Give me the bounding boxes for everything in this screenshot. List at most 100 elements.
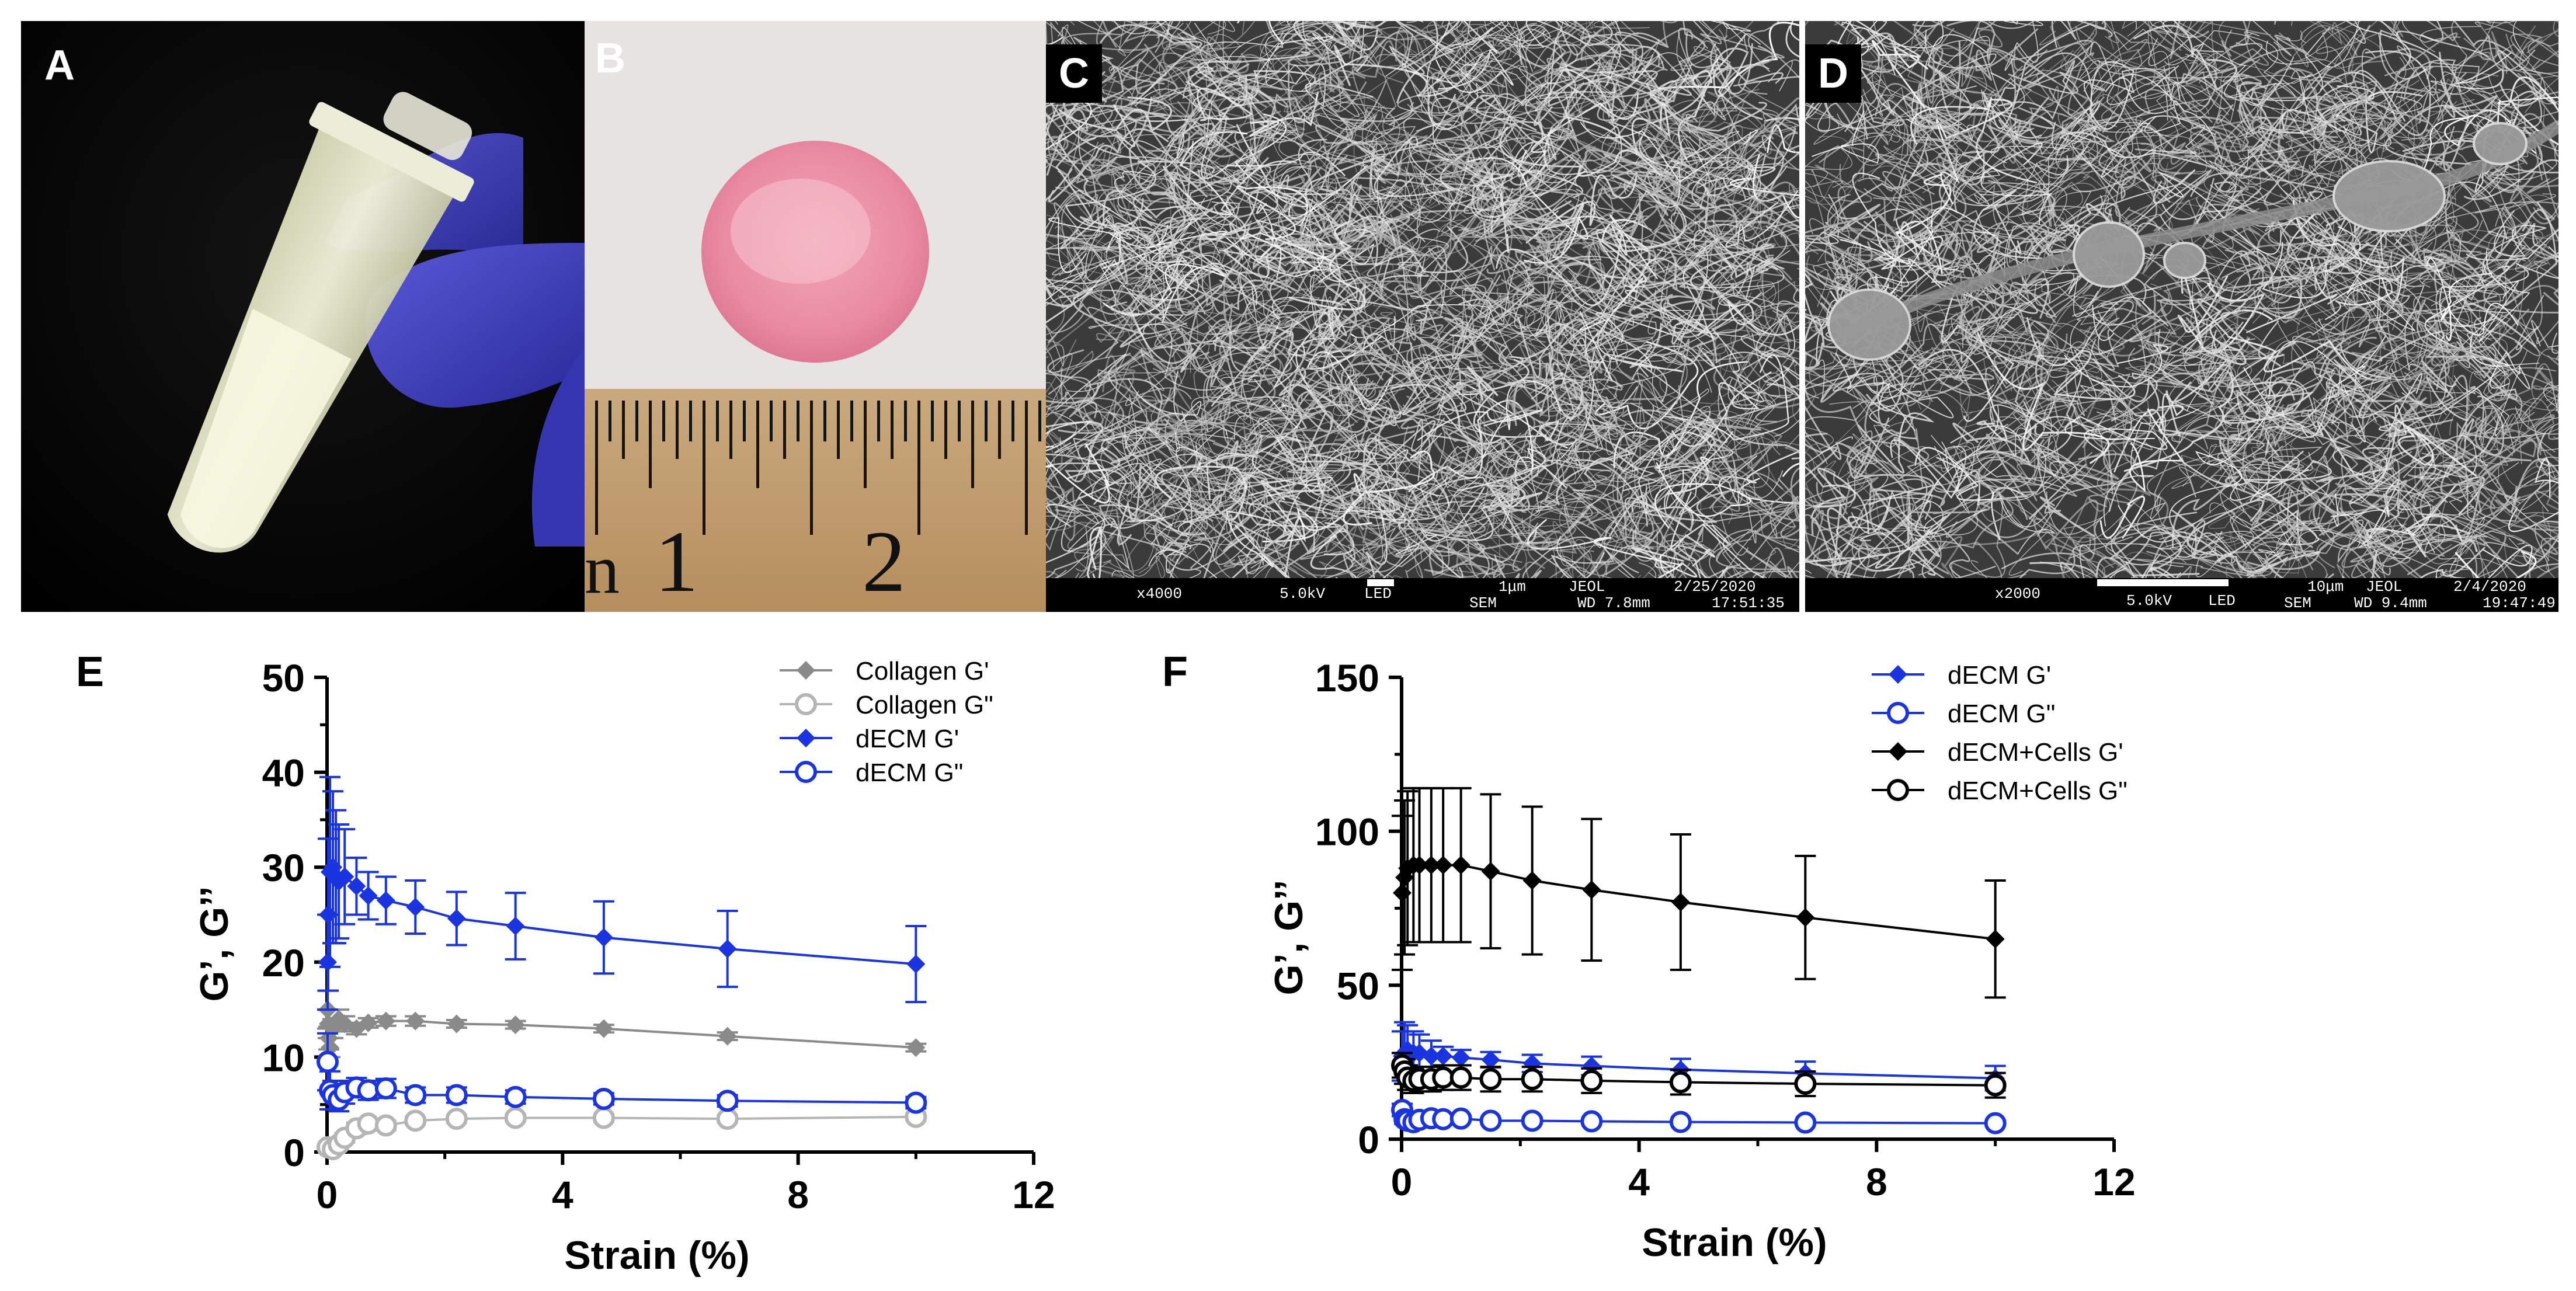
ruler-tick: [729, 401, 732, 459]
sem-magnification: x2000: [1995, 585, 2041, 603]
data-point: [347, 876, 366, 896]
y-tick-label: 100: [1315, 810, 1379, 854]
data-point: [1984, 1112, 2007, 1135]
ruler-tick: [783, 401, 786, 459]
ruler-tick: [703, 401, 705, 535]
sem-maker: JEOL: [1569, 578, 1605, 596]
sem-fiber-image-c: [1046, 21, 1799, 612]
ruler-prefix: n: [585, 530, 620, 608]
data-point: [594, 1019, 613, 1038]
y-tick-label: 0: [283, 1131, 305, 1174]
panel-b-photo: n 1 2 B: [585, 21, 1046, 612]
sem-working-distance: WD 7.8mm: [1577, 594, 1650, 612]
data-point: [1434, 1046, 1453, 1066]
y-tick-label: 0: [1358, 1118, 1379, 1161]
ruler-number-2: 2: [862, 513, 906, 610]
sem-maker: JEOL: [2366, 578, 2403, 596]
data-point: [716, 1108, 739, 1130]
series-3: [317, 1032, 927, 1114]
sem-voltage: 5.0kV: [1280, 585, 1326, 603]
legend-label: dECM G': [1948, 661, 2051, 690]
data-point: [317, 1050, 339, 1073]
series-2: [1392, 787, 2006, 999]
panel-c-sem: C x4000 5.0kV LED 1μm JEOL 2/25/2020 SEM…: [1046, 21, 1799, 612]
data-point: [445, 1108, 468, 1130]
legend-marker: [797, 729, 815, 747]
panel-d-sem: D x2000 5.0kV LED 10μm JEOL 2/4/2020 SEM…: [1805, 21, 2558, 612]
sem-scale-bar: [1367, 579, 1394, 586]
panel-label-f: F: [1162, 649, 1188, 695]
ruler-tick: [958, 401, 961, 441]
sem-info-bar-d: x2000 5.0kV LED 10μm JEOL 2/4/2020 SEM W…: [1805, 578, 2558, 612]
data-point: [504, 1106, 527, 1129]
data-point: [1522, 871, 1542, 890]
panel-label-e: E: [76, 649, 105, 695]
ruler-tick: [743, 401, 746, 441]
data-point: [447, 1014, 466, 1034]
hydrogel-photo-image: [585, 21, 1046, 612]
data-point: [376, 891, 395, 910]
sem-working-distance: WD 9.4mm: [2354, 594, 2427, 612]
panel-label-d: D: [1805, 44, 1861, 103]
y-axis-label: G’, G’’: [192, 886, 237, 1002]
legend: dECM G' dECM G" dECM+Cells G' dECM+Cells G": [1872, 661, 2127, 805]
data-point: [1671, 892, 1690, 911]
data-point: [1432, 1108, 1455, 1130]
sem-fiber-image-d: [1805, 21, 2558, 612]
y-axis-label: G’, G’’: [1267, 880, 1311, 996]
sem-detector: LED: [1364, 585, 1392, 603]
data-point: [718, 939, 737, 959]
data-point: [319, 905, 338, 924]
data-point: [374, 1114, 397, 1137]
data-point: [1393, 883, 1412, 903]
legend-label: dECM+Cells G": [1948, 777, 2127, 805]
data-point: [1580, 1069, 1603, 1092]
legend-marker: [795, 761, 817, 783]
ruler-ticks: [595, 401, 1041, 535]
data-point: [1434, 855, 1453, 875]
sem-date: 2/25/2020: [1674, 578, 1756, 596]
data-point: [906, 1038, 926, 1057]
legend-marker: [1887, 702, 1909, 724]
data-point: [1421, 855, 1441, 875]
chart-e-strain-sweep: 0 10 20 30 40 50 0 4 8 12 Strain (%) G’, G’’ Collage…: [192, 656, 1055, 1278]
data-point: [359, 886, 378, 905]
ruler-tick: [595, 401, 598, 535]
legend-label: Collagen G": [856, 691, 993, 719]
data-point: [1582, 1056, 1601, 1076]
legend-label: dECM+Cells G': [1948, 738, 2123, 767]
data-point: [1582, 880, 1601, 899]
data-point: [1794, 1111, 1817, 1134]
ruler-tick: [944, 401, 947, 459]
data-point: [1479, 1109, 1502, 1132]
data-point: [1669, 1071, 1692, 1094]
data-point: [1451, 1048, 1470, 1067]
x-axis-label: Strain (%): [564, 1233, 749, 1278]
data-point: [406, 897, 425, 917]
sem-time: 17:51:35: [1712, 594, 1785, 612]
data-point: [404, 1084, 427, 1106]
data-point: [359, 1013, 378, 1032]
y-tick-label: 50: [1337, 964, 1379, 1007]
data-point: [1796, 908, 1815, 927]
x-tick-label: 12: [1012, 1173, 1055, 1216]
data-point: [1521, 1109, 1543, 1132]
tube-photo-image: [21, 21, 585, 612]
data-point: [1580, 1110, 1603, 1133]
ruler-tick: [689, 401, 692, 441]
data-point: [1986, 930, 2005, 949]
sem-time: 19:47:49: [2483, 594, 2556, 612]
data-point: [1522, 1054, 1542, 1073]
legend-marker: [1887, 779, 1909, 801]
sem-detector: LED: [2208, 592, 2236, 610]
data-point: [592, 1087, 615, 1110]
data-point: [905, 1091, 927, 1114]
data-point: [1449, 1066, 1472, 1089]
sem-scale-label: 10μm: [2307, 578, 2344, 596]
data-point: [1481, 1050, 1500, 1069]
ruler-number-1: 1: [655, 513, 698, 610]
ruler-tick: [1011, 401, 1014, 441]
data-point: [906, 955, 926, 974]
data-point: [504, 1085, 527, 1108]
